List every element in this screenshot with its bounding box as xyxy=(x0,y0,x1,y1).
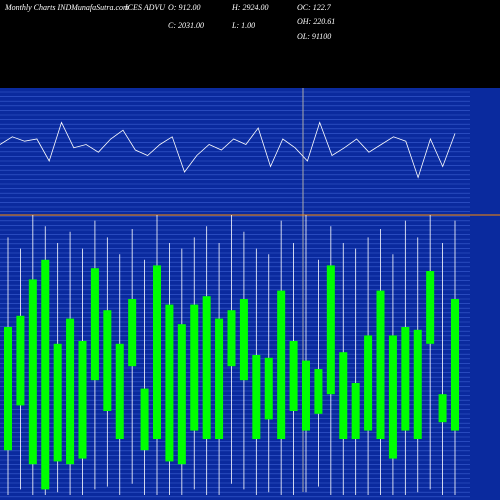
candle-body xyxy=(66,318,75,465)
candle-body xyxy=(364,335,373,431)
candle-body xyxy=(388,335,397,459)
close: C: 2031.00 xyxy=(168,21,204,30)
candle-body xyxy=(339,352,348,439)
oh: OH: 220.61 xyxy=(297,17,335,26)
candle-body xyxy=(140,388,149,451)
candle-body xyxy=(289,341,298,411)
open: O: 912.00 xyxy=(168,3,200,12)
symbol: ICES ADVU xyxy=(124,3,166,12)
candle-body xyxy=(103,310,112,411)
candle-body xyxy=(351,383,360,439)
candle-body xyxy=(314,369,323,414)
candle-body xyxy=(78,341,87,459)
candle-body xyxy=(426,271,435,344)
candle-body xyxy=(41,259,50,490)
low: L: 1.00 xyxy=(231,21,255,30)
ol: OL: 91100 xyxy=(297,32,331,41)
grid xyxy=(0,91,470,498)
candle-body xyxy=(264,357,273,420)
candle-body xyxy=(53,343,62,462)
candle-body xyxy=(302,360,310,431)
candle-body xyxy=(115,343,124,439)
candle-body xyxy=(376,290,385,439)
candle-body xyxy=(277,290,286,439)
candle-body xyxy=(215,318,224,439)
candle-body xyxy=(128,299,137,367)
candle-body xyxy=(4,327,12,451)
candle-body xyxy=(190,304,199,431)
candle-body xyxy=(28,279,37,465)
candle-body xyxy=(177,324,186,465)
candle-body xyxy=(202,296,211,439)
oc: OC: 122.7 xyxy=(297,3,332,12)
candle-body xyxy=(153,265,161,439)
candle-body xyxy=(16,315,25,406)
candle-body xyxy=(326,265,335,395)
site-label: Monthly Charts INDMunafaSutra.com xyxy=(4,3,129,12)
indicator-line xyxy=(0,121,456,179)
candle-body xyxy=(413,329,422,439)
candle-body xyxy=(165,304,174,462)
candle-body xyxy=(227,310,236,367)
candle-body xyxy=(438,394,447,423)
candle-body xyxy=(90,268,99,381)
candle-body xyxy=(252,355,261,439)
candle-body xyxy=(239,299,248,381)
high: H: 2924.00 xyxy=(231,3,268,12)
candle-body xyxy=(401,327,410,431)
plot-background xyxy=(0,88,500,500)
candle-body xyxy=(451,299,459,431)
